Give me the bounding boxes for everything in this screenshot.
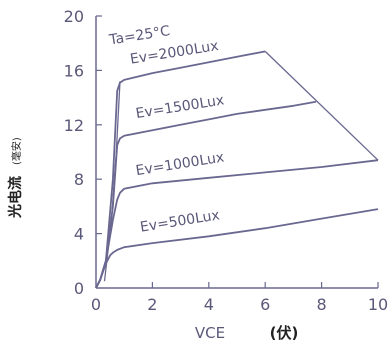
boundary-line [264, 50, 379, 161]
y-axis-label: 光电流 [7, 176, 24, 219]
x-axis-label: VCE [195, 324, 225, 342]
series-label: Ev=500Lux [139, 207, 221, 235]
series-label: Ev=1500Lux [135, 92, 226, 122]
y-tick-label: 4 [74, 225, 84, 244]
x-tick-label: 2 [147, 295, 157, 314]
x-tick-label: 6 [260, 295, 270, 314]
series-line [95, 159, 379, 289]
y-tick-label: 16 [64, 61, 84, 80]
series-line [95, 100, 317, 289]
axes: 0 4 8 12 16 20 0 2 4 6 8 10 [64, 7, 389, 314]
temperature-annotation: Ta=25°C [107, 23, 171, 49]
x-tick-label: 4 [204, 295, 214, 314]
x-tick-label: 10 [368, 295, 388, 314]
curves [95, 50, 379, 289]
y-tick-label: 0 [74, 279, 84, 298]
series-label: Ev=1000Lux [135, 149, 226, 179]
y-axis-title: 光电流 (毫安) [7, 137, 24, 219]
y-tick-label: 20 [64, 7, 84, 26]
x-tick-label: 0 [91, 295, 101, 314]
y-axis-unit: (毫安) [10, 137, 23, 165]
saturation-ramp-line [103, 81, 121, 282]
series-line [95, 208, 379, 289]
x-tick-label: 8 [317, 295, 327, 314]
y-tick-label: 8 [74, 170, 84, 189]
x-axis-unit: (伏) [270, 324, 299, 342]
y-tick-label: 12 [64, 116, 84, 135]
